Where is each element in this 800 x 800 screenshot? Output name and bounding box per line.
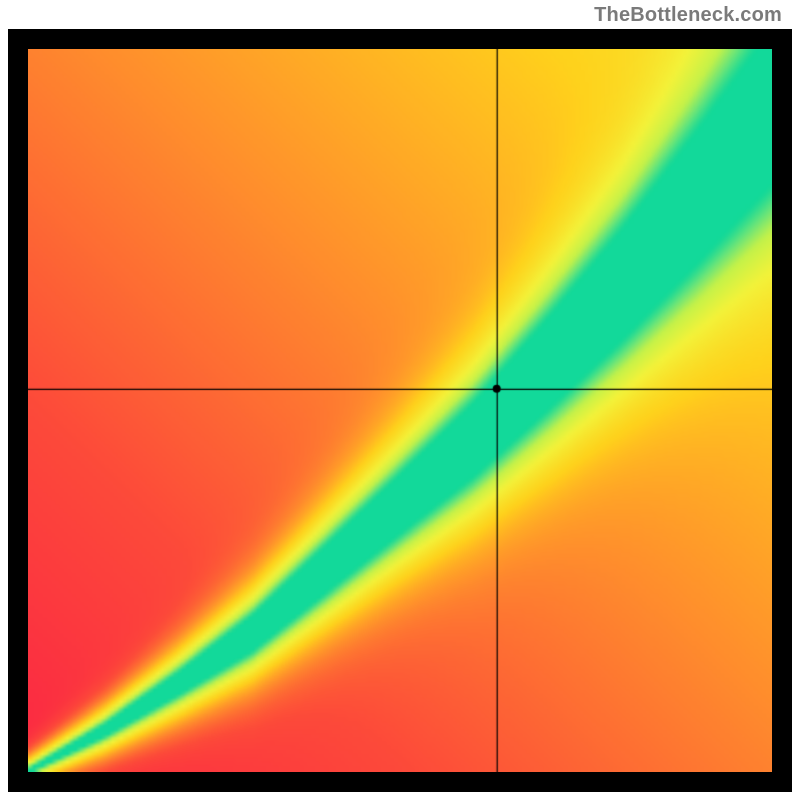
- chart-container: TheBottleneck.com: [0, 0, 800, 800]
- watermark-text: TheBottleneck.com: [594, 4, 782, 27]
- heatmap-canvas: [28, 49, 772, 772]
